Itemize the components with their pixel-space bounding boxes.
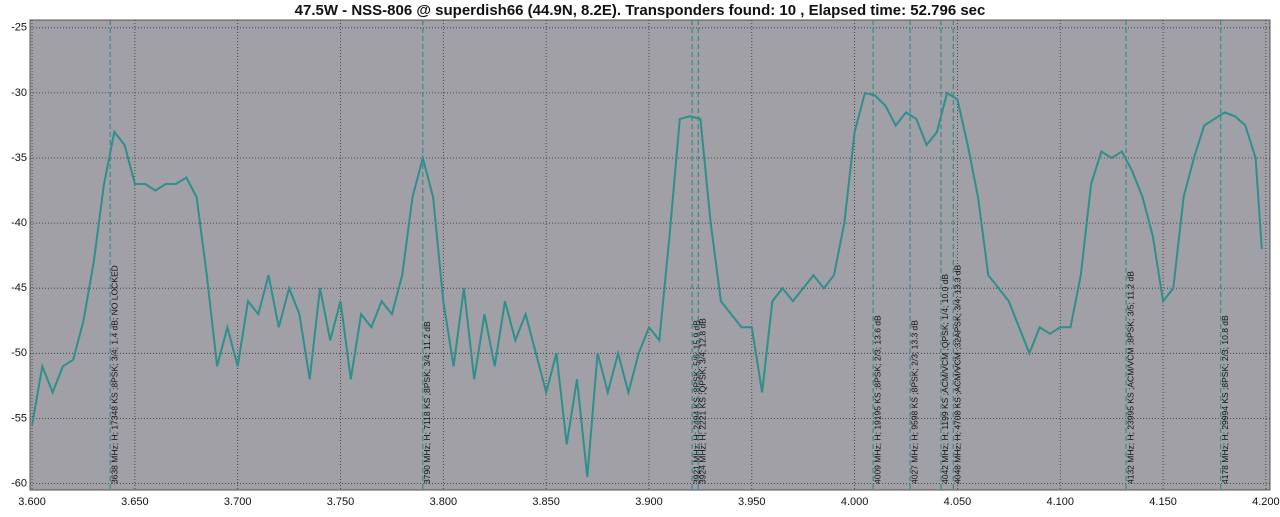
spectrum-line [31, 91, 1263, 478]
x-tick-label: 4.150 [1149, 496, 1177, 508]
x-tick-label: 4.100 [1046, 496, 1074, 508]
transponder-label: 4009 MHz; H; 19195 KS ;8PSK; 2/3; 13.6 d… [872, 315, 882, 484]
y-tick-label: -45 [11, 282, 27, 294]
transponder-label: 3638 MHz; H; 17348 KS ;8PSK; 3/4; 1.4 dB… [109, 265, 119, 484]
x-tick-label: 3.850 [532, 496, 560, 508]
x-tick-label: 3.600 [18, 496, 46, 508]
transponder-label: 4048 MHz; H; 4708 KS ;ACM/VCM ;32APSK; 3… [953, 264, 963, 484]
x-tick-label: 4.200 [1252, 496, 1280, 508]
y-tick-label: -55 [11, 412, 27, 424]
x-tick-label: 3.750 [327, 496, 355, 508]
y-tick-label: -25 [11, 22, 27, 34]
transponder-label: 4132 MHz; H; 23995 KS ;ACM/VCM ;8PSK; 3/… [1125, 271, 1135, 484]
x-tick-label: 3.650 [121, 496, 149, 508]
chart-title: 47.5W - NSS-806 @ superdish66 (44.9N, 8.… [295, 2, 986, 19]
transponder-label: 3921 MHz; H; 2494 KS ;8PSK; 5/6; 15.9 dB [691, 320, 701, 484]
x-tick-label: 3.700 [224, 496, 252, 508]
x-tick-label: 3.800 [430, 496, 458, 508]
y-tick-label: -40 [11, 217, 27, 229]
transponder-label: 4178 MHz; H; 29994 KS ;8PSK; 2/3; 10.8 d… [1220, 315, 1230, 484]
x-tick-label: 3.950 [738, 496, 766, 508]
x-tick-label: 3.900 [635, 496, 663, 508]
transponder-label: 3924 MHz; H; 2221 KS ;QPSK; 3/4; 12.8 dB [698, 318, 708, 484]
y-tick-label: -35 [11, 152, 27, 164]
x-tick-label: 4.000 [841, 496, 869, 508]
transponder-label: 4027 MHz; H; 9598 KS ;8PSK; 2/3; 13.3 dB [909, 320, 919, 484]
x-tick-label: 4.050 [944, 496, 972, 508]
y-tick-label: -60 [11, 477, 27, 489]
transponder-label: 3790 MHz; H; 7118 KS ;8PSK; 3/4; 11.2 dB [422, 321, 432, 484]
y-tick-label: -30 [11, 87, 27, 99]
transponder-label: 4042 MHz; H; 1199 KS ;ACM/VCM ;QPSK; 1/4… [940, 274, 950, 484]
plot-area [29, 19, 1271, 491]
y-tick-label: -50 [11, 347, 27, 359]
